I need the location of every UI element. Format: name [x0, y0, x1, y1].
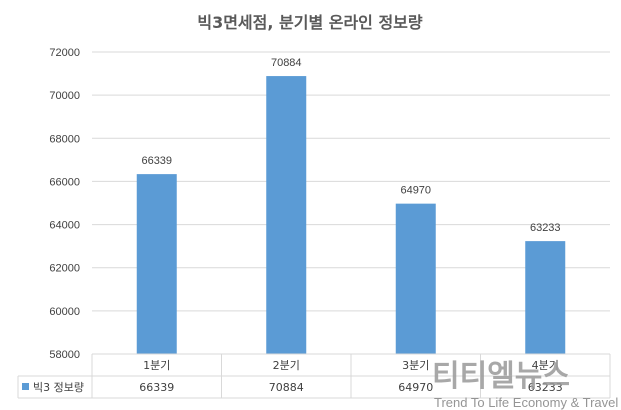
- y-tick-label: 64000: [49, 220, 80, 232]
- y-tick-label: 60000: [49, 306, 80, 318]
- data-label: 64970: [400, 185, 431, 197]
- y-tick-label: 72000: [49, 47, 80, 59]
- table-value: 66339: [139, 381, 174, 394]
- chart-title: 빅3면세점, 분기별 온라인 정보량: [197, 13, 423, 32]
- data-labels: 66339 70884 64970 63233: [141, 57, 560, 234]
- data-label: 70884: [271, 57, 302, 69]
- bar: [525, 241, 566, 354]
- y-tick-label: 62000: [49, 263, 80, 275]
- y-tick-label: 68000: [49, 133, 80, 145]
- legend-swatch: [22, 383, 29, 390]
- y-tick-label: 66000: [49, 176, 80, 188]
- table-value: 64970: [398, 381, 433, 394]
- category-label: 2분기: [273, 359, 300, 372]
- table-value: 63233: [528, 381, 563, 394]
- category-label: 1분기: [143, 359, 170, 372]
- category-label: 3분기: [402, 359, 429, 372]
- y-tick-label: 70000: [49, 90, 80, 102]
- watermark-logo: 티티엘뉴스: [432, 359, 570, 394]
- watermark-tagline: Trend To Life Economy & Travel: [434, 395, 618, 410]
- data-label: 66339: [141, 155, 172, 167]
- y-tick-label: 58000: [49, 349, 80, 361]
- series-name: 빅3 정보량: [33, 381, 84, 394]
- y-axis-ticks: 72000 70000 68000 66000 64000 62000 60000 58000: [49, 47, 80, 361]
- watermark: 티티엘뉴스 Trend To Life Economy & Travel: [432, 359, 618, 410]
- bar: [266, 76, 307, 354]
- table-value: 70884: [269, 381, 304, 394]
- category-label: 4분기: [532, 359, 559, 372]
- bar: [395, 203, 436, 354]
- bar: [136, 174, 177, 354]
- data-label: 63233: [530, 222, 561, 234]
- bars: [136, 76, 566, 354]
- gridlines: [92, 51, 610, 312]
